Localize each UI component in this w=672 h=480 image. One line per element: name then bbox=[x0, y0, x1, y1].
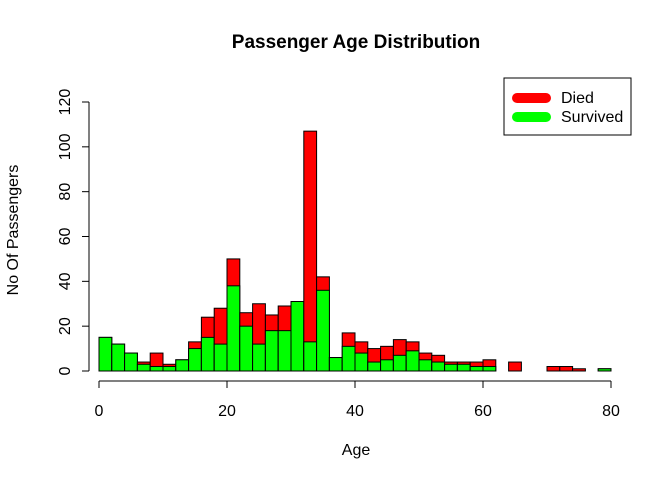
bar-survived bbox=[303, 341, 318, 372]
bar-survived bbox=[264, 330, 279, 372]
legend-box bbox=[503, 77, 632, 136]
bar-survived bbox=[341, 345, 356, 372]
bar-survived bbox=[111, 343, 126, 372]
x-tick-label: 40 bbox=[346, 403, 364, 420]
bar-survived bbox=[239, 325, 254, 372]
y-tick-label: 0 bbox=[57, 366, 74, 375]
y-axis: 0 20 40 60 80 100 120 bbox=[57, 89, 90, 375]
bar-survived bbox=[405, 350, 420, 372]
bar-survived bbox=[136, 363, 151, 372]
bar-survived bbox=[290, 301, 305, 372]
bar-survived bbox=[200, 336, 215, 372]
x-tick-label: 20 bbox=[218, 403, 236, 420]
x-tick-label: 0 bbox=[95, 403, 104, 420]
bar-survived bbox=[98, 336, 113, 372]
x-tick-label: 60 bbox=[474, 403, 492, 420]
bar-survived bbox=[277, 330, 292, 372]
bar-survived bbox=[367, 361, 382, 372]
bar-died bbox=[508, 361, 522, 372]
y-tick-label: 20 bbox=[57, 317, 74, 335]
bar-survived bbox=[213, 343, 228, 372]
bar-survived bbox=[354, 352, 369, 372]
bar-survived bbox=[175, 359, 190, 372]
y-axis-label: No Of Passengers bbox=[5, 165, 22, 296]
y-tick-label: 100 bbox=[57, 133, 74, 160]
y-tick-label: 60 bbox=[57, 228, 74, 246]
bar-survived bbox=[188, 348, 202, 372]
legend-label-died: Died bbox=[561, 90, 594, 107]
x-axis-label: Age bbox=[342, 442, 371, 459]
chart-title: Passenger Age Distribution bbox=[232, 32, 480, 53]
bar-survived bbox=[597, 368, 612, 372]
bar-survived bbox=[316, 289, 330, 372]
x-tick-label: 80 bbox=[602, 403, 620, 420]
bar-survived bbox=[149, 366, 164, 372]
bar-survived bbox=[469, 366, 484, 372]
bar-survived bbox=[380, 359, 394, 372]
y-tick-label: 80 bbox=[57, 183, 74, 201]
legend-label-survived: Survived bbox=[561, 109, 623, 126]
bar-survived bbox=[431, 361, 446, 372]
bar-survived bbox=[418, 359, 433, 372]
bar-died bbox=[572, 368, 586, 372]
bar-survived bbox=[226, 285, 241, 372]
bar-survived bbox=[392, 354, 407, 372]
bar-survived bbox=[162, 366, 177, 372]
bar-survived bbox=[456, 363, 471, 372]
y-tick-label: 40 bbox=[57, 272, 74, 290]
bar-died bbox=[559, 366, 574, 372]
bar-survived bbox=[444, 363, 458, 372]
bar-survived bbox=[328, 357, 343, 372]
y-tick-label: 120 bbox=[57, 89, 74, 116]
x-axis: 0 20 40 60 80 bbox=[95, 380, 620, 420]
bars-group bbox=[98, 130, 612, 372]
bar-survived bbox=[252, 343, 266, 372]
bar-died bbox=[303, 130, 318, 372]
bar-survived bbox=[124, 352, 138, 372]
bar-died bbox=[546, 366, 561, 372]
bar-survived bbox=[482, 366, 497, 372]
legend: Died Survived bbox=[503, 77, 632, 136]
